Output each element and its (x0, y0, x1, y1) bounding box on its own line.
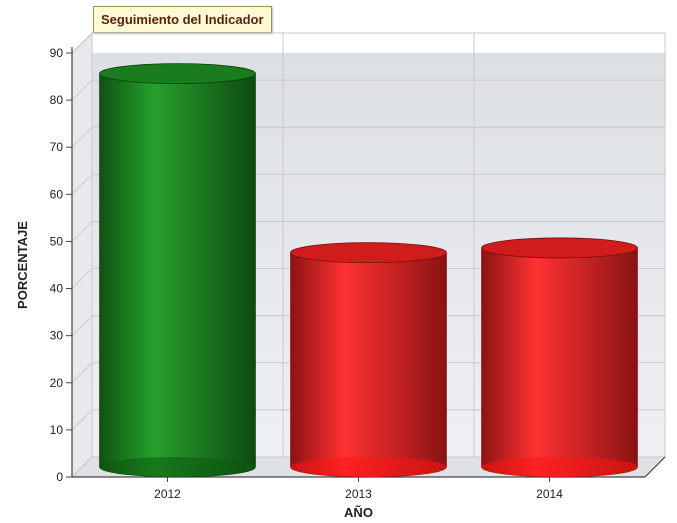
y-tick-label: 80 (50, 93, 64, 107)
y-tick-label: 70 (50, 140, 64, 154)
bar-2013 (290, 242, 447, 478)
x-tick-label: 2012 (154, 487, 181, 501)
gridline-side (71, 268, 93, 289)
bar-top-cap (290, 242, 447, 264)
gridline-side (71, 409, 93, 431)
gridline-side (71, 126, 93, 148)
gridline-side (71, 173, 93, 195)
bar-bottom-cap (481, 457, 638, 477)
bar-bottom-cap (99, 457, 256, 477)
side-wall (71, 31, 93, 479)
y-tick-label: 60 (50, 187, 64, 201)
gridline-side (71, 315, 93, 337)
y-tick-label: 50 (50, 234, 64, 248)
gridline-side (71, 456, 93, 478)
bar-top-cap (99, 63, 256, 85)
y-tick-label: 90 (50, 46, 64, 60)
x-tick-label: 2014 (536, 487, 563, 501)
bar-2012 (99, 63, 256, 478)
y-tick-label: 0 (56, 470, 63, 484)
bars (99, 63, 638, 478)
gridline-side (71, 79, 93, 101)
y-tick-label: 30 (50, 329, 64, 343)
y-tick-label: 20 (50, 376, 64, 390)
gridline-side (71, 32, 93, 54)
chart-title: Seguimiento del Indicador (93, 6, 272, 33)
gridline-side (71, 221, 93, 242)
bar-body (99, 73, 256, 478)
y-axis-title: PORCENTAJE (15, 221, 30, 309)
bar-body (290, 252, 447, 478)
y-tick-label: 10 (50, 423, 64, 437)
gridline-side (71, 362, 93, 384)
bar-top-cap (481, 237, 638, 259)
bar-body (481, 247, 638, 478)
bar-2014 (481, 237, 638, 478)
x-axis-title: AÑO (344, 505, 373, 520)
x-axis-depth-line (644, 456, 666, 478)
bar-bottom-cap (290, 457, 447, 477)
x-tick-label: 2013 (345, 487, 372, 501)
axis-labels: 0 10 20 30 40 50 60 70 80 90 2012 2013 2014 AÑO PORCEN… (15, 46, 563, 520)
y-tick-label: 40 (50, 282, 64, 296)
